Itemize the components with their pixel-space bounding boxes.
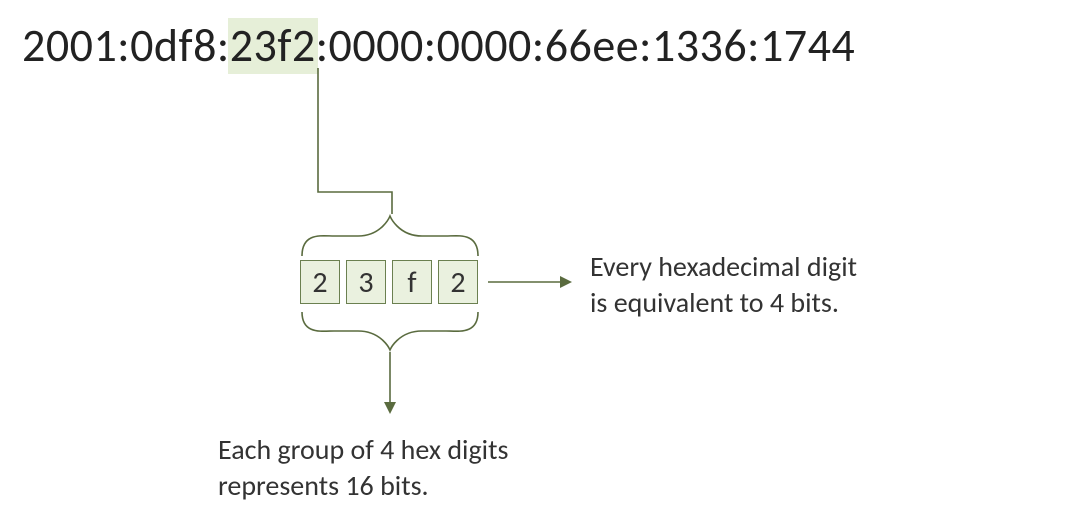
ipv6-group-2: 23f2 [230, 18, 316, 74]
ipv6-address: 2001:0df8:23f2:0000:0000:66ee:1336:1744 [22, 18, 855, 74]
ipv6-group-4: 0000 [437, 18, 532, 74]
hex-digit-box-3: 2 [438, 260, 478, 304]
drop-line [318, 68, 392, 214]
sep: : [117, 18, 130, 74]
sep: : [747, 18, 760, 74]
hex-digit-boxes: 2 3 f 2 [300, 260, 478, 304]
hex-digit-box-0: 2 [300, 260, 340, 304]
ipv6-group-0: 2001 [22, 18, 117, 74]
ipv6-group-5: 66ee [545, 18, 639, 74]
hex-digit-0: 2 [312, 264, 327, 301]
down-arrow-head [384, 402, 396, 414]
annotation-digit-line2: is equivalent to 4 bits. [590, 285, 857, 321]
ipv6-group-3: 0000 [329, 18, 424, 74]
top-brace [302, 216, 478, 256]
bottom-brace [302, 312, 478, 350]
hex-digit-box-1: 3 [346, 260, 386, 304]
annotation-group-line2: represents 16 bits. [218, 468, 508, 504]
hex-digit-3: 2 [450, 264, 465, 301]
connectors-svg [0, 0, 1083, 528]
hex-digit-1: 3 [358, 264, 373, 301]
sep: : [639, 18, 652, 74]
hex-digit-2: f [407, 264, 416, 301]
annotation-group-line1: Each group of 4 hex digits [218, 432, 508, 468]
annotation-group-bits: Each group of 4 hex digits represents 16… [218, 432, 508, 505]
ipv6-group-7: 1744 [760, 18, 855, 74]
sep: : [316, 18, 329, 74]
ipv6-group-1: 0df8 [130, 18, 217, 74]
ipv6-group-highlighted: 23f2 [228, 18, 318, 74]
sep: : [532, 18, 545, 74]
sep: : [424, 18, 437, 74]
ipv6-group-6: 1336 [652, 18, 747, 74]
right-arrow-head [560, 276, 572, 288]
annotation-digit-line1: Every hexadecimal digit [590, 249, 857, 285]
hex-digit-box-2: f [392, 260, 432, 304]
annotation-digit-bits: Every hexadecimal digit is equivalent to… [590, 249, 857, 322]
